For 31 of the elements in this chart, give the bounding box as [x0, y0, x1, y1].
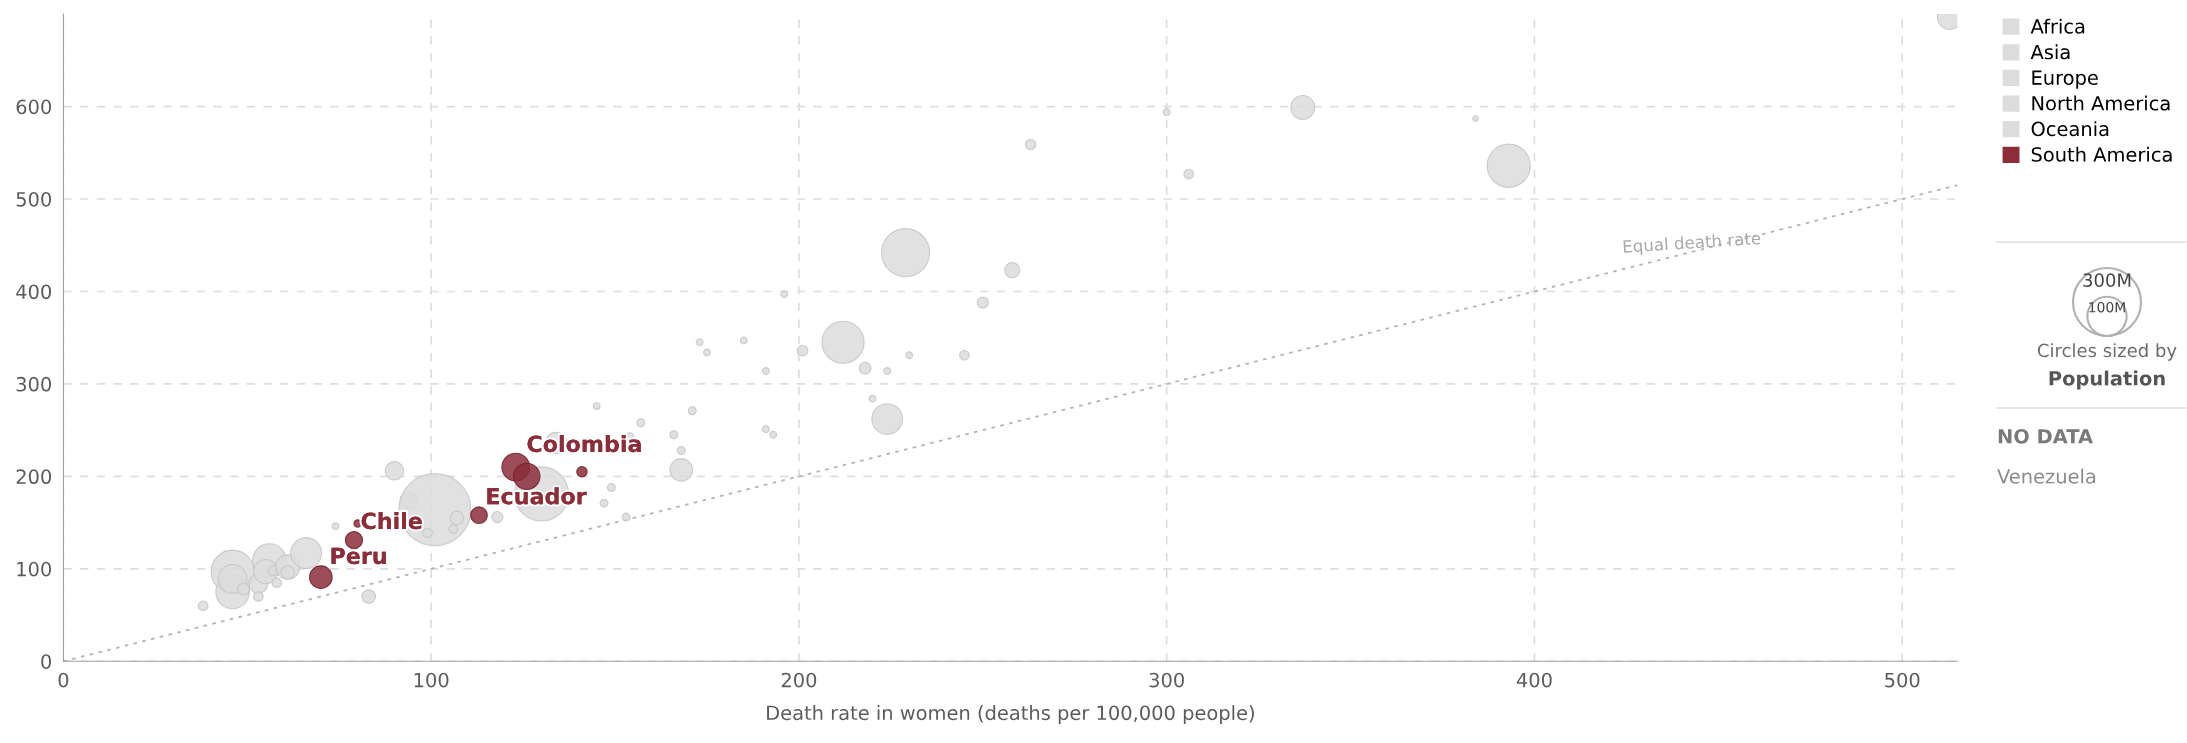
y-tick-label: 500 [16, 191, 52, 207]
legend-label: Oceania [2031, 121, 2109, 137]
x-tick-label: 100 [414, 672, 449, 688]
x-tick-label: 300 [1149, 672, 1184, 688]
data-label: Peru [331, 547, 386, 565]
data-label: Colombia [527, 435, 641, 453]
x-tick-label: 0 [58, 672, 69, 688]
y-tick-label: 100 [17, 561, 52, 577]
legend-label: Europe [2032, 70, 2098, 89]
x-axis-title: Death rate in women (deaths per 100,000 people) [767, 705, 1254, 724]
legend-label: 300M [2083, 273, 2131, 287]
data-label: Ecuador [487, 487, 587, 505]
text: Population [2049, 370, 2165, 390]
legend-label: North America [2032, 95, 2170, 111]
x-tick-label: 500 [1885, 672, 1920, 688]
y-tick-label: 200 [16, 469, 52, 485]
text: NO DATA [1998, 428, 2093, 444]
legend-label: Africa [2030, 18, 2085, 34]
data-label: Chile [361, 512, 422, 530]
y-tick-label: 0 [41, 654, 52, 669]
y-tick-label: 400 [16, 284, 52, 300]
x-tick-label: 400 [1516, 672, 1552, 688]
x-tick-label: 200 [781, 672, 817, 688]
legend-label: South America [2031, 146, 2172, 162]
legend-label: Asia [2030, 44, 2070, 60]
legend-label: 100M [2089, 301, 2125, 313]
text: Venezuela [1997, 468, 2096, 484]
y-tick-label: 600 [16, 99, 52, 115]
y-tick-label: 300 [16, 376, 52, 392]
series-label: Equal death rate [1623, 231, 1761, 257]
text: Circles sized by [2037, 343, 2177, 361]
